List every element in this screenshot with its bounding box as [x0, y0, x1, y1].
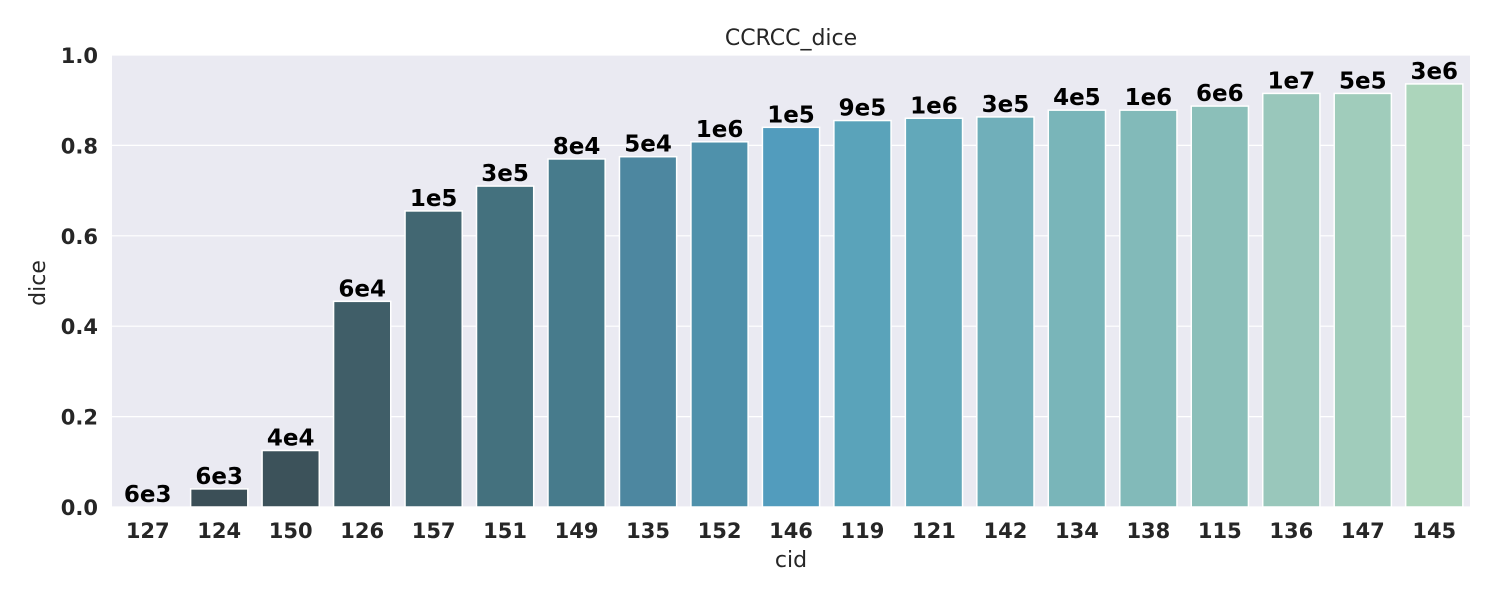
bar: [1047, 109, 1107, 508]
bar: [1190, 105, 1250, 508]
data-labels: 6e3 6e3 4e4 6e4 1e5 3e5 8e4 5e4 1e6 1e5 9e5 1e6 3e5 4…: [124, 59, 1458, 508]
bar-value-label: 3e5: [982, 92, 1030, 118]
y-axis-label: dice: [26, 260, 51, 306]
y-tick-labels: 0.0 0.2 0.4 0.6 0.8 1.0: [61, 44, 98, 520]
x-tick-label: 126: [340, 519, 384, 543]
bar: [404, 210, 463, 508]
bar: [1261, 92, 1321, 508]
x-tick-label: 147: [1341, 519, 1385, 543]
bars: [189, 83, 1464, 508]
bar-value-label: 8e4: [553, 134, 601, 160]
x-tick-label: 142: [983, 519, 1027, 543]
x-tick-label: 119: [841, 519, 885, 543]
bar: [1404, 83, 1464, 508]
x-tick-label: 150: [269, 519, 313, 543]
bar: [1333, 92, 1393, 508]
bar-value-label: 6e4: [338, 276, 386, 302]
bar-value-label: 1e6: [910, 93, 958, 119]
bar-value-label: 1e7: [1268, 68, 1316, 94]
x-tick-label: 146: [769, 519, 813, 543]
bar-value-label: 1e5: [767, 102, 815, 128]
x-tick-label: 115: [1198, 519, 1242, 543]
y-tick-label: 0.2: [61, 406, 98, 430]
bar: [475, 185, 535, 508]
x-tick-label: 152: [698, 519, 742, 543]
bar: [189, 488, 249, 508]
bar: [618, 155, 678, 508]
bar: [904, 117, 964, 508]
bar-value-label: 1e6: [1125, 85, 1173, 111]
bar-value-label: 3e6: [1410, 59, 1458, 85]
x-tick-label: 121: [912, 519, 956, 543]
bar-value-label: 4e4: [267, 426, 315, 452]
bar: [761, 126, 821, 508]
x-tick-label: 149: [555, 519, 599, 543]
y-tick-label: 0.4: [61, 315, 98, 339]
x-tick-label: 136: [1269, 519, 1313, 543]
y-tick-label: 0.8: [61, 134, 98, 158]
x-tick-label: 145: [1412, 519, 1456, 543]
bar: [690, 141, 749, 508]
y-tick-label: 0.6: [61, 225, 98, 249]
bar-value-label: 4e5: [1053, 85, 1101, 111]
bar-value-label: 1e6: [696, 117, 744, 143]
bar: [332, 300, 392, 508]
bar-value-label: 5e5: [1339, 68, 1387, 94]
bar-value-label: 1e5: [410, 186, 458, 212]
x-axis-label: cid: [775, 548, 807, 573]
x-tick-label: 157: [412, 519, 456, 543]
bar: [1119, 109, 1178, 508]
x-tick-label: 124: [197, 519, 241, 543]
x-tick-label: 135: [626, 519, 670, 543]
bar-value-label: 6e3: [195, 464, 243, 490]
bar-value-label: 9e5: [839, 96, 887, 122]
bar-value-label: 5e4: [624, 132, 672, 158]
y-tick-label: 1.0: [61, 44, 98, 68]
bar-value-label: 3e5: [481, 161, 529, 187]
bar-value-label: 6e6: [1196, 81, 1244, 107]
bar-value-label: 6e3: [124, 482, 172, 508]
x-tick-label: 134: [1055, 519, 1099, 543]
x-tick-labels: 127 124 150 126 157 151 149 135 152 146 119 121 142 1…: [126, 519, 1456, 543]
y-tick-label: 0.0: [61, 496, 98, 520]
bar: [261, 449, 321, 508]
bar: [976, 116, 1035, 508]
x-tick-label: 127: [126, 519, 170, 543]
x-tick-label: 151: [483, 519, 527, 543]
chart-title: CCRCC_dice: [725, 26, 857, 51]
bar: [833, 119, 892, 508]
bar: [547, 158, 606, 508]
x-tick-label: 138: [1126, 519, 1170, 543]
